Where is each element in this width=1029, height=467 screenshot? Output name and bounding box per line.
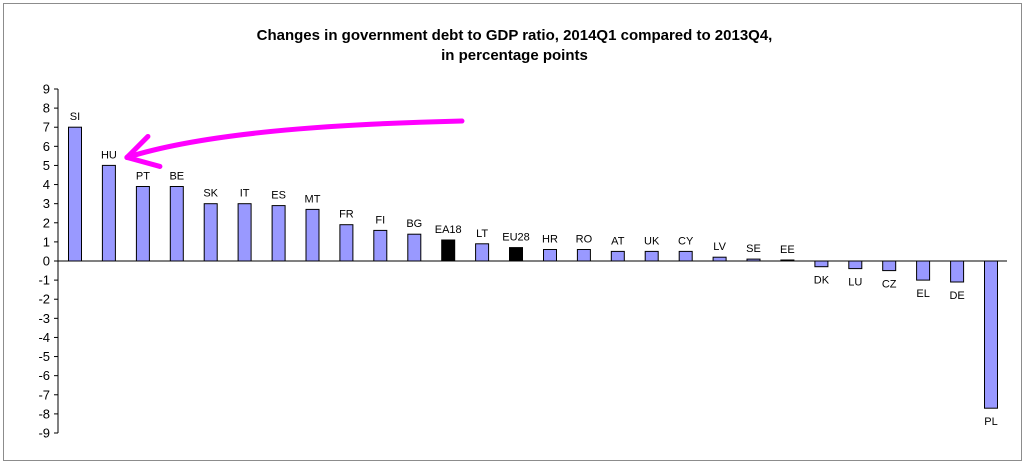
y-tick-label: -4 — [38, 330, 50, 345]
category-label-be: BE — [169, 171, 184, 183]
bar-eu28 — [509, 247, 523, 262]
category-label-at: AT — [611, 235, 625, 247]
annotation-arrow-head-lower — [124, 154, 163, 169]
bar-it — [237, 203, 252, 262]
y-tick-label: 4 — [43, 177, 50, 192]
category-label-cy: CY — [678, 235, 694, 247]
category-label-ee: EE — [780, 244, 795, 256]
y-tick-label: 3 — [43, 196, 50, 211]
category-label-fr: FR — [339, 209, 354, 221]
category-label-it: IT — [240, 188, 250, 200]
annotation-arrow-head-upper — [124, 133, 151, 160]
y-tick-label: -2 — [38, 292, 50, 307]
category-label-bg: BG — [406, 218, 422, 230]
bar-sk — [203, 203, 218, 262]
category-label-el: EL — [916, 288, 929, 300]
bar-cy — [678, 250, 693, 262]
category-label-dk: DK — [814, 275, 830, 287]
category-label-uk: UK — [644, 235, 660, 247]
y-tick-label: -7 — [38, 387, 50, 402]
bar-mt — [305, 208, 320, 262]
category-label-lt: LT — [476, 228, 488, 240]
bar-si — [68, 126, 82, 262]
category-label-lv: LV — [713, 241, 726, 253]
chart-title-line-2: in percentage points — [441, 47, 588, 64]
y-tick-label: 6 — [43, 139, 50, 154]
y-tick-label: 0 — [43, 254, 50, 269]
bar-pl — [984, 260, 998, 409]
category-label-mt: MT — [305, 193, 321, 205]
y-tick-label: -8 — [38, 406, 50, 421]
category-label-fi: FI — [375, 214, 385, 226]
y-tick-label: 1 — [43, 234, 50, 249]
bar-de — [950, 260, 965, 283]
bar-pt — [135, 186, 150, 262]
category-label-ro: RO — [576, 234, 593, 246]
bar-bg — [407, 233, 422, 262]
y-tick-label: 7 — [43, 120, 50, 135]
bar-fi — [373, 229, 388, 262]
y-tick-label: -3 — [38, 311, 50, 326]
bar-ro — [576, 249, 591, 262]
category-label-pt: PT — [136, 171, 150, 183]
y-tick-label: -6 — [38, 368, 50, 383]
y-tick-label: 8 — [43, 101, 50, 116]
bar-fr — [339, 224, 354, 262]
bar-se — [746, 258, 761, 262]
bar-el — [916, 260, 931, 281]
category-label-ea18: EA18 — [435, 224, 462, 236]
annotation-arrow-shaft — [124, 118, 465, 160]
y-tick-label: -5 — [38, 349, 50, 364]
annotation-arrow — [124, 118, 465, 169]
category-label-se: SE — [746, 243, 761, 255]
category-labels: SI HU PT BE SK IT ES MT FR FI BG EA18 LT EU28 HR RO AT UK… — [70, 111, 998, 428]
y-tick-label: 9 — [43, 82, 50, 97]
chart-title: Changes in government debt to GDP ratio,… — [0, 26, 1029, 66]
category-label-hr: HR — [542, 234, 558, 246]
category-label-pl: PL — [984, 416, 997, 428]
y-tick-label: -1 — [38, 273, 50, 288]
bar-be — [169, 186, 184, 262]
bar-es — [271, 205, 286, 262]
category-label-de: DE — [949, 290, 964, 302]
bar-ee — [780, 259, 795, 262]
category-label-lu: LU — [848, 277, 862, 289]
bar-hr — [543, 249, 557, 262]
bar-lt — [475, 243, 490, 262]
bar-ea18 — [441, 239, 456, 262]
bars — [68, 126, 998, 409]
category-label-cz: CZ — [882, 279, 897, 291]
category-label-sk: SK — [203, 188, 218, 200]
bar-dk — [814, 260, 829, 268]
bar-hu — [101, 164, 116, 262]
bar-at — [610, 250, 625, 262]
category-label-es: ES — [271, 190, 286, 202]
y-tick-label: 2 — [43, 215, 50, 230]
bar-cz — [882, 260, 897, 272]
bar-lv — [712, 256, 727, 262]
category-label-si: SI — [70, 111, 80, 123]
y-tick-label: 5 — [43, 158, 50, 173]
category-label-hu: HU — [101, 149, 117, 161]
y-tick-label: -9 — [38, 426, 50, 441]
bar-lu — [848, 260, 863, 270]
chart-title-line-1: Changes in government debt to GDP ratio,… — [256, 27, 773, 44]
category-label-eu28: EU28 — [502, 232, 530, 244]
bar-uk — [644, 250, 659, 262]
